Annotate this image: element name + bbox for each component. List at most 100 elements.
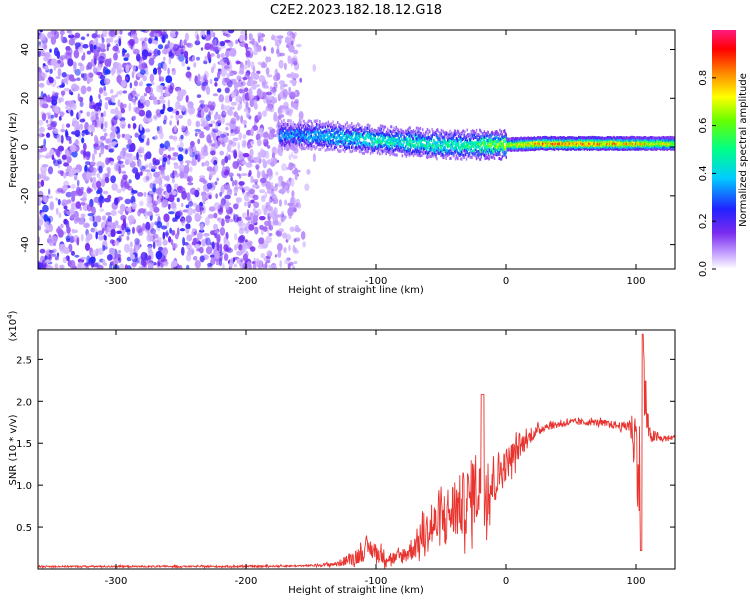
spectrogram-signal-cell — [528, 147, 531, 151]
spectrogram-noise-cell — [104, 176, 110, 184]
spectrogram-signal-cell — [479, 135, 482, 139]
spectrogram-signal-cell — [449, 133, 451, 137]
spectrogram-signal-cell — [326, 137, 328, 141]
spectrogram-signal-cell — [410, 131, 412, 135]
spectrogram-signal-cell — [281, 133, 284, 137]
spectrogram-signal-cell — [360, 135, 362, 139]
spectrogram-signal-cell — [312, 145, 315, 149]
spectrogram-noise-cell — [245, 60, 248, 65]
spectrogram-noise-cell — [66, 226, 71, 234]
spectrogram-signal-cell — [510, 145, 513, 149]
spectrogram-noise-cell — [234, 128, 238, 135]
spectrogram-signal-cell — [468, 132, 471, 136]
spectrogram-signal-cell — [294, 136, 296, 140]
spectrogram-signal-cell — [513, 139, 515, 143]
spectrogram-signal-cell — [456, 137, 458, 141]
spectrogram-signal-cell — [491, 148, 493, 151]
spectrogram-signal-cell — [539, 139, 542, 142]
spectrogram-signal-cell — [489, 140, 492, 144]
spectrogram-noise-cell — [204, 216, 210, 226]
spectrogram-noise-cell — [102, 259, 106, 266]
spectrogram-noise-cell — [93, 143, 99, 148]
spectrogram-noise-cell — [132, 46, 135, 52]
spectrogram-noise-cell — [243, 64, 248, 70]
spectrogram-noise-cell — [163, 62, 168, 72]
spectrogram-signal-cell — [383, 144, 386, 147]
spectrogram-signal-cell — [306, 146, 309, 150]
spectrogram-signal-cell — [457, 141, 460, 145]
spectrogram-noise-cell — [224, 39, 231, 43]
spectrogram-noise-cell — [258, 75, 266, 83]
spectrogram-noise-cell — [247, 172, 251, 178]
spectrogram-noise-cell — [244, 87, 249, 92]
spectrogram-noise-cell — [275, 230, 283, 236]
spectrogram-noise-cell — [212, 63, 216, 70]
spectrogram-noise-cell — [295, 202, 299, 208]
spectrogram-noise-cell — [57, 160, 62, 165]
spectrogram-signal-cell — [379, 144, 381, 148]
spectrogram-noise-cell — [51, 235, 58, 243]
spectrogram-signal-cell — [475, 154, 477, 158]
spectrogram-noise-cell — [57, 59, 61, 64]
spectrogram-signal-cell — [319, 125, 322, 129]
spectrogram-signal-cell — [394, 138, 397, 142]
spectrogram-noise-cell — [152, 200, 159, 206]
spectrogram-noise-cell — [205, 34, 211, 41]
spectrogram-noise-cell — [262, 158, 266, 164]
spectrogram-noise-cell — [244, 33, 248, 41]
spectrogram-noise-cell — [76, 189, 80, 193]
spectrogram-signal-cell — [351, 132, 354, 136]
spectrogram-signal-cell — [290, 143, 292, 147]
spectrogram-signal-cell — [343, 143, 345, 146]
spectrogram-signal-cell — [324, 122, 326, 126]
spectrogram-signal-cell — [503, 146, 506, 150]
spectrogram-signal-cell — [308, 132, 310, 136]
spectrogram-noise-cell — [137, 100, 141, 107]
spectrogram-noise-cell — [168, 211, 175, 215]
spectrogram-signal-cell — [351, 149, 354, 153]
spectrogram-signal-cell — [515, 138, 518, 141]
spectrogram-signal-cell — [523, 141, 525, 145]
spectrogram-signal-cell — [390, 138, 392, 142]
spectrogram-signal-cell — [461, 153, 464, 157]
spectrogram-signal-cell — [344, 143, 346, 147]
spectrogram-noise-cell — [69, 77, 77, 82]
spectrogram-signal-cell — [333, 135, 336, 139]
spectrogram-signal-cell — [405, 129, 408, 133]
spectrogram-noise-cell — [63, 78, 68, 84]
spectrogram-noise-cell — [47, 237, 52, 244]
spectrogram-signal-cell — [383, 125, 386, 129]
spectrogram-signal-cell — [310, 120, 312, 123]
spectrogram-signal-cell — [484, 132, 486, 136]
spectrogram-signal-cell — [330, 139, 332, 143]
spectrogram-signal-cell — [418, 139, 420, 142]
spectrogram-noise-cell — [54, 92, 59, 96]
spectrogram-noise-cell — [118, 38, 122, 47]
spectrogram-signal-cell — [340, 124, 343, 128]
spectrogram-signal-cell — [358, 136, 361, 140]
spectrogram-signal-cell — [528, 136, 530, 140]
spectrogram-signal-cell — [519, 140, 521, 144]
spectrogram-signal-cell — [345, 132, 348, 136]
spectrogram-signal-cell — [427, 140, 429, 144]
spectrogram-signal-cell — [392, 139, 394, 143]
spectrogram-noise-cell — [265, 67, 270, 76]
spectrogram-signal-cell — [411, 137, 414, 141]
spectrogram-signal-cell — [544, 144, 546, 147]
spectrogram-signal-cell — [296, 141, 298, 145]
spectrogram-noise-cell — [74, 32, 81, 39]
spectrogram-noise-cell — [127, 123, 131, 129]
spectrogram-signal-cell — [281, 140, 284, 144]
spectrogram-signal-cell — [408, 141, 410, 145]
spectrogram-signal-cell — [306, 122, 309, 126]
spectrogram-noise-cell — [60, 264, 64, 269]
spectrogram-noise-cell — [159, 99, 166, 104]
spectrogram-noise-cell — [266, 168, 273, 178]
spectrogram-noise-cell — [45, 264, 52, 269]
spectrogram-signal-cell — [519, 143, 521, 147]
spectrogram-signal-cell — [496, 152, 499, 156]
spectrogram-signal-cell — [499, 128, 501, 132]
spectrogram-signal-cell — [327, 147, 330, 151]
spectrogram-signal-cell — [359, 132, 362, 136]
spectrogram-signal-cell — [280, 125, 283, 129]
